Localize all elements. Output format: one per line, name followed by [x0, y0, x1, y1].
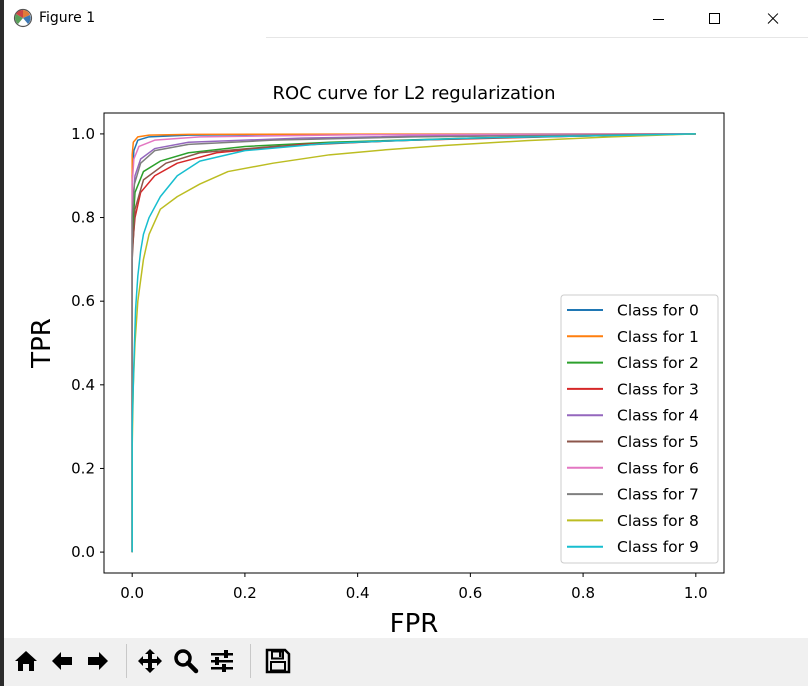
y-ticks: 0.0 0.2 0.4 0.6 0.8 1.0: [71, 125, 104, 561]
matplotlib-logo-icon: [13, 8, 33, 28]
legend-label-class-5: Class for 5: [617, 433, 699, 451]
legend-label-class-0: Class for 0: [617, 302, 699, 320]
title-divider: [266, 37, 808, 38]
legend-label-class-8: Class for 8: [617, 512, 699, 530]
x-tick-label: 0.8: [571, 584, 595, 602]
navigation-toolbar: [4, 638, 808, 686]
title-bar: Figure 1: [4, 0, 808, 38]
pan-icon: [138, 649, 162, 673]
legend-label-class-7: Class for 7: [617, 486, 699, 504]
legend-label-class-2: Class for 2: [617, 354, 699, 372]
plot-area-frame: [103, 112, 725, 574]
background-strip: [0, 0, 5, 686]
y-tick-label: 0.6: [71, 292, 95, 310]
pan-button[interactable]: [134, 644, 166, 678]
configure-subplots-button[interactable]: [206, 644, 238, 678]
figure-window: Figure 1 ROC curve for L2 regularization…: [4, 0, 808, 686]
x-tick-label: 0.2: [233, 584, 257, 602]
series-line-class-1: [131, 133, 696, 553]
legend: Class for 0 Class for 1 Class for 2 Class f…: [560, 294, 719, 564]
save-icon: [265, 648, 291, 674]
legend-label-class-6: Class for 6: [617, 459, 699, 477]
back-arrow-icon: [52, 652, 72, 670]
legend-label-class-4: Class for 4: [617, 407, 699, 425]
zoom-button[interactable]: [170, 644, 202, 678]
x-axis-label: FPR: [390, 609, 439, 638]
save-button[interactable]: [262, 644, 294, 678]
x-tick-label: 1.0: [684, 584, 708, 602]
home-icon: [15, 651, 37, 671]
zoom-icon: [174, 649, 199, 674]
y-tick-label: 0.8: [71, 209, 95, 227]
window-title: Figure 1: [39, 10, 96, 26]
x-tick-label: 0.4: [346, 584, 370, 602]
legend-label-class-3: Class for 3: [617, 380, 699, 398]
y-tick-label: 0.2: [71, 459, 95, 477]
forward-button[interactable]: [82, 644, 114, 678]
minimize-button[interactable]: [636, 0, 682, 38]
series-line-class-6: [131, 133, 696, 553]
configure-subplots-icon: [211, 650, 233, 672]
back-button[interactable]: [46, 644, 78, 678]
y-axis-label: TPR: [27, 318, 57, 369]
y-tick-label: 1.0: [71, 125, 95, 143]
y-tick-label: 0.0: [71, 543, 95, 561]
series-line-class-9: [131, 133, 696, 553]
legend-label-class-1: Class for 1: [617, 328, 699, 346]
x-tick-label: 0.6: [458, 584, 482, 602]
close-button[interactable]: [750, 0, 796, 38]
y-tick-label: 0.4: [71, 376, 95, 394]
forward-arrow-icon: [88, 652, 108, 670]
chart-title: ROC curve for L2 regularization: [272, 83, 555, 104]
toolbar-separator: [250, 644, 251, 678]
figure-canvas: ROC curve for L2 regularization 0.0 0.2 0.…: [4, 38, 808, 639]
home-button[interactable]: [10, 644, 42, 678]
toolbar-separator: [126, 644, 127, 678]
series-layer: [131, 133, 696, 553]
maximize-button[interactable]: [692, 0, 738, 38]
legend-label-class-9: Class for 9: [617, 538, 699, 556]
roc-chart: ROC curve for L2 regularization 0.0 0.2 0.…: [27, 83, 725, 639]
series-line-class-7: [131, 133, 696, 553]
x-tick-label: 0.0: [120, 584, 144, 602]
x-ticks: 0.0 0.2 0.4 0.6 0.8 1.0: [120, 573, 708, 602]
